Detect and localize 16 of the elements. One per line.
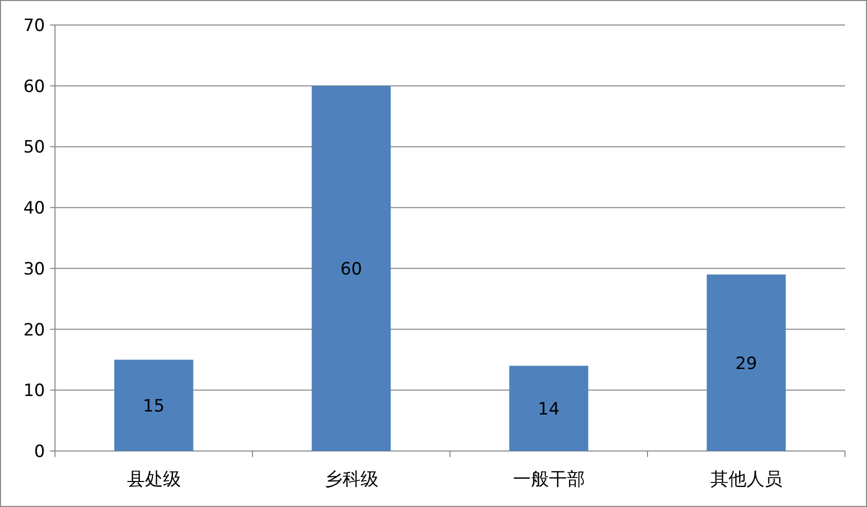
data-label: 14	[538, 399, 560, 420]
x-tick-label: 乡科级	[324, 469, 378, 490]
y-tick-label: 50	[23, 138, 45, 158]
x-tick-label: 一般干部	[512, 469, 585, 490]
x-tick-label: 县处级	[126, 469, 181, 490]
y-tick-label: 0	[34, 442, 45, 462]
y-tick-label: 10	[23, 381, 45, 402]
data-label: 60	[340, 259, 362, 280]
y-tick-label: 40	[23, 198, 45, 219]
y-tick-label: 20	[23, 320, 45, 340]
y-tick-label: 60	[23, 76, 45, 97]
y-tick-label: 30	[23, 259, 45, 280]
x-tick-label: 其他人员	[710, 469, 782, 490]
y-tick-label: 70	[23, 16, 45, 36]
data-label: 15	[142, 396, 165, 416]
data-label: 29	[735, 354, 758, 374]
